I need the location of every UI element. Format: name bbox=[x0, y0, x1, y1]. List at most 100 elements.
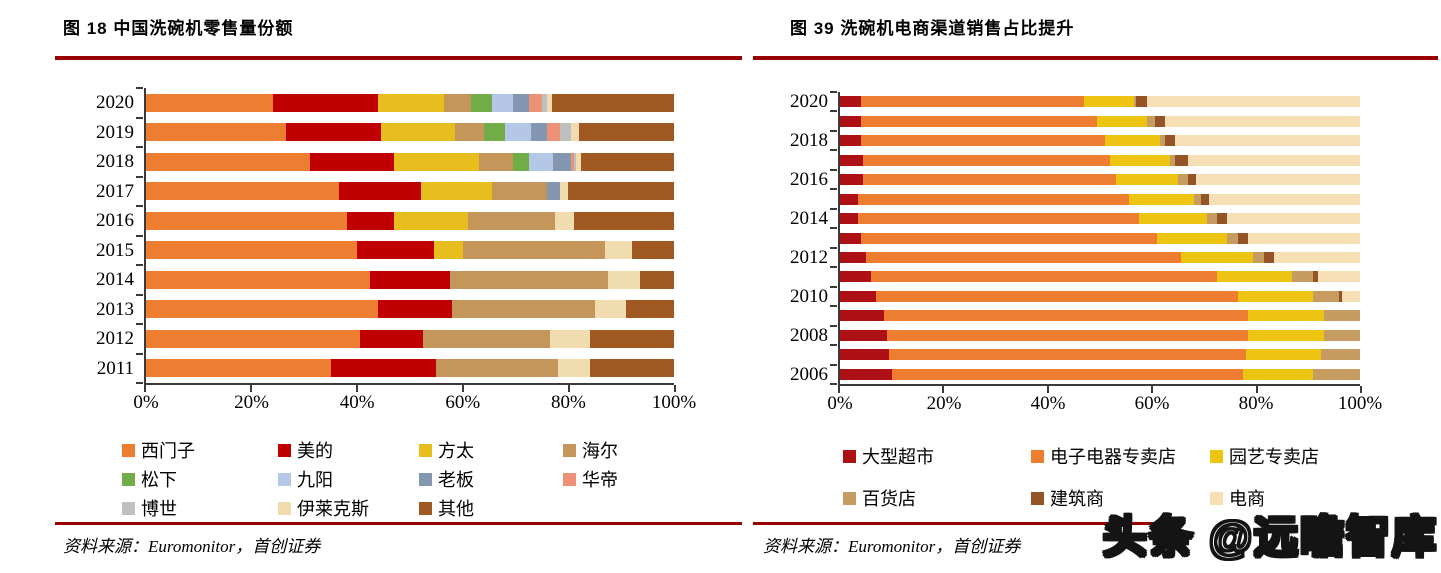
bar-segment-电商 bbox=[1175, 135, 1360, 147]
legend-label: 园艺专卖店 bbox=[1229, 447, 1319, 467]
y-axis-label: 2012 bbox=[790, 246, 828, 268]
y-tick bbox=[830, 305, 837, 308]
source-divider-right bbox=[753, 522, 1163, 525]
legend-swatch bbox=[843, 491, 856, 505]
bar-segment-园艺专卖店 bbox=[1097, 115, 1147, 127]
y-tick bbox=[136, 116, 143, 119]
y-tick bbox=[830, 149, 837, 152]
bar-segment-伊莱克斯 bbox=[576, 152, 582, 171]
bar-segment-老板 bbox=[547, 182, 561, 201]
legend-item-老板: 老板 bbox=[419, 466, 563, 492]
y-tick bbox=[136, 205, 143, 207]
bar-row-2015 bbox=[750, 189, 1360, 208]
bar-segment-园艺专卖店 bbox=[1216, 271, 1293, 283]
bar-row-2015: 2015 bbox=[0, 236, 674, 266]
bar-segment-博世 bbox=[573, 152, 577, 171]
bar-row-2016: 2016 bbox=[0, 206, 674, 236]
stacked-bar bbox=[840, 271, 1360, 283]
bar-segment-电商 bbox=[1196, 174, 1360, 186]
bar-segment-大型超市 bbox=[840, 174, 864, 186]
bar-row-2013 bbox=[750, 228, 1360, 247]
bar-segment-西门子 bbox=[146, 241, 358, 260]
x-axis-left: 0% 20% 40% 60% 80% 100% bbox=[133, 392, 696, 416]
figure-panel-right: 图 39 洗碗机电商渠道销售占比提升 0% 20% 40% 60% 80% 100% 20… bbox=[750, 0, 1441, 573]
source-note-right: 资料来源：Euromonitor，首创证券 bbox=[763, 537, 1021, 556]
bar-segment-电商 bbox=[1248, 232, 1360, 244]
legend-label: 伊莱克斯 bbox=[297, 499, 369, 519]
legend-label: 建筑商 bbox=[1050, 489, 1104, 509]
y-tick bbox=[136, 146, 143, 148]
bar-segment-其他 bbox=[578, 123, 674, 142]
y-axis-label: 2018 bbox=[96, 151, 134, 173]
bar-segment-园艺专卖店 bbox=[1237, 290, 1314, 302]
x-axis-right: 0% 20% 40% 60% 80% 100% bbox=[827, 393, 1382, 417]
bar-row-2013: 2013 bbox=[0, 295, 674, 325]
x-tick bbox=[1151, 386, 1154, 393]
legend-swatch bbox=[122, 501, 135, 515]
bar-segment-建筑商 bbox=[1237, 232, 1249, 244]
legend-swatch bbox=[419, 501, 432, 515]
y-tick bbox=[830, 188, 837, 191]
legend-item-伊莱克斯: 伊莱克斯 bbox=[278, 495, 419, 521]
stacked-bar bbox=[146, 359, 674, 378]
legend-label: 九阳 bbox=[297, 470, 333, 490]
bar-segment-园艺专卖店 bbox=[1248, 329, 1324, 341]
bar-segment-建筑商 bbox=[1216, 213, 1228, 225]
bar-segment-伊莱克斯 bbox=[570, 123, 579, 142]
bar-row-2012: 2012 bbox=[750, 248, 1360, 267]
bar-segment-方太 bbox=[378, 93, 445, 112]
stacked-bar bbox=[840, 135, 1360, 147]
legend-right: 大型超市 电子电器专卖店 园艺专卖店 百货店 建筑商 电商 bbox=[843, 443, 1319, 511]
bar-segment-园艺专卖店 bbox=[1110, 154, 1171, 166]
x-tick bbox=[674, 385, 676, 392]
y-tick bbox=[830, 285, 837, 288]
y-axis-label: 2020 bbox=[96, 92, 134, 114]
bar-segment-电商 bbox=[1318, 271, 1360, 283]
bar-row-2009 bbox=[750, 306, 1360, 325]
bar-segment-电子电器专卖店 bbox=[860, 232, 1158, 244]
bar-segment-九阳 bbox=[528, 152, 553, 171]
y-axis-label: 2012 bbox=[96, 328, 134, 350]
stacked-bar bbox=[840, 174, 1360, 186]
bar-segment-园艺专卖店 bbox=[1115, 174, 1178, 186]
source-divider-left bbox=[55, 522, 742, 525]
bar-segment-美的 bbox=[370, 270, 450, 289]
x-tick bbox=[1255, 386, 1258, 393]
y-tick bbox=[830, 168, 837, 171]
x-tick-label: 20% bbox=[926, 393, 962, 414]
bar-row-2018: 2018 bbox=[750, 131, 1360, 150]
x-tick bbox=[462, 385, 464, 392]
legend-swatch bbox=[419, 472, 432, 486]
bar-segment-电子电器专卖店 bbox=[886, 329, 1249, 341]
stacked-bar bbox=[146, 300, 674, 319]
plot-area-left: 0% 20% 40% 60% 80% 100% 2020 2019 2018 2017 2016 2… bbox=[0, 87, 696, 423]
bar-segment-电商 bbox=[1164, 115, 1360, 127]
y-axis-label: 2011 bbox=[96, 357, 134, 379]
bar-segment-美的 bbox=[359, 329, 424, 348]
bar-segment-老板 bbox=[512, 93, 529, 112]
legend-item-电子电器专卖店: 电子电器专卖店 bbox=[1031, 443, 1210, 469]
bar-segment-建筑商 bbox=[1339, 290, 1342, 302]
legend-label: 方太 bbox=[438, 441, 474, 461]
bar-segment-老板 bbox=[531, 123, 548, 142]
stacked-bar bbox=[840, 115, 1360, 127]
bar-segment-电子电器专卖店 bbox=[858, 193, 1129, 205]
bar-segment-园艺专卖店 bbox=[1105, 135, 1160, 147]
bar-segment-百货店 bbox=[1323, 329, 1360, 341]
bar-segment-电商 bbox=[1209, 193, 1360, 205]
bar-segment-百货店 bbox=[1146, 115, 1155, 127]
bar-segment-电子电器专卖店 bbox=[866, 251, 1181, 263]
y-axis-label: 2014 bbox=[96, 269, 134, 291]
bar-segment-百货店 bbox=[1193, 193, 1202, 205]
bar-segment-电商 bbox=[1146, 96, 1360, 108]
legend-label: 老板 bbox=[438, 470, 474, 490]
stacked-bar bbox=[840, 368, 1360, 380]
bar-segment-园艺专卖店 bbox=[1084, 96, 1134, 108]
legend-label: 博世 bbox=[141, 499, 177, 519]
x-tick-label: 40% bbox=[1030, 393, 1066, 414]
x-tick bbox=[1360, 386, 1362, 393]
bar-segment-海尔 bbox=[449, 270, 608, 289]
x-tick-label: 80% bbox=[1238, 393, 1274, 414]
x-tick bbox=[144, 385, 146, 392]
bar-segment-西门子 bbox=[146, 300, 379, 319]
